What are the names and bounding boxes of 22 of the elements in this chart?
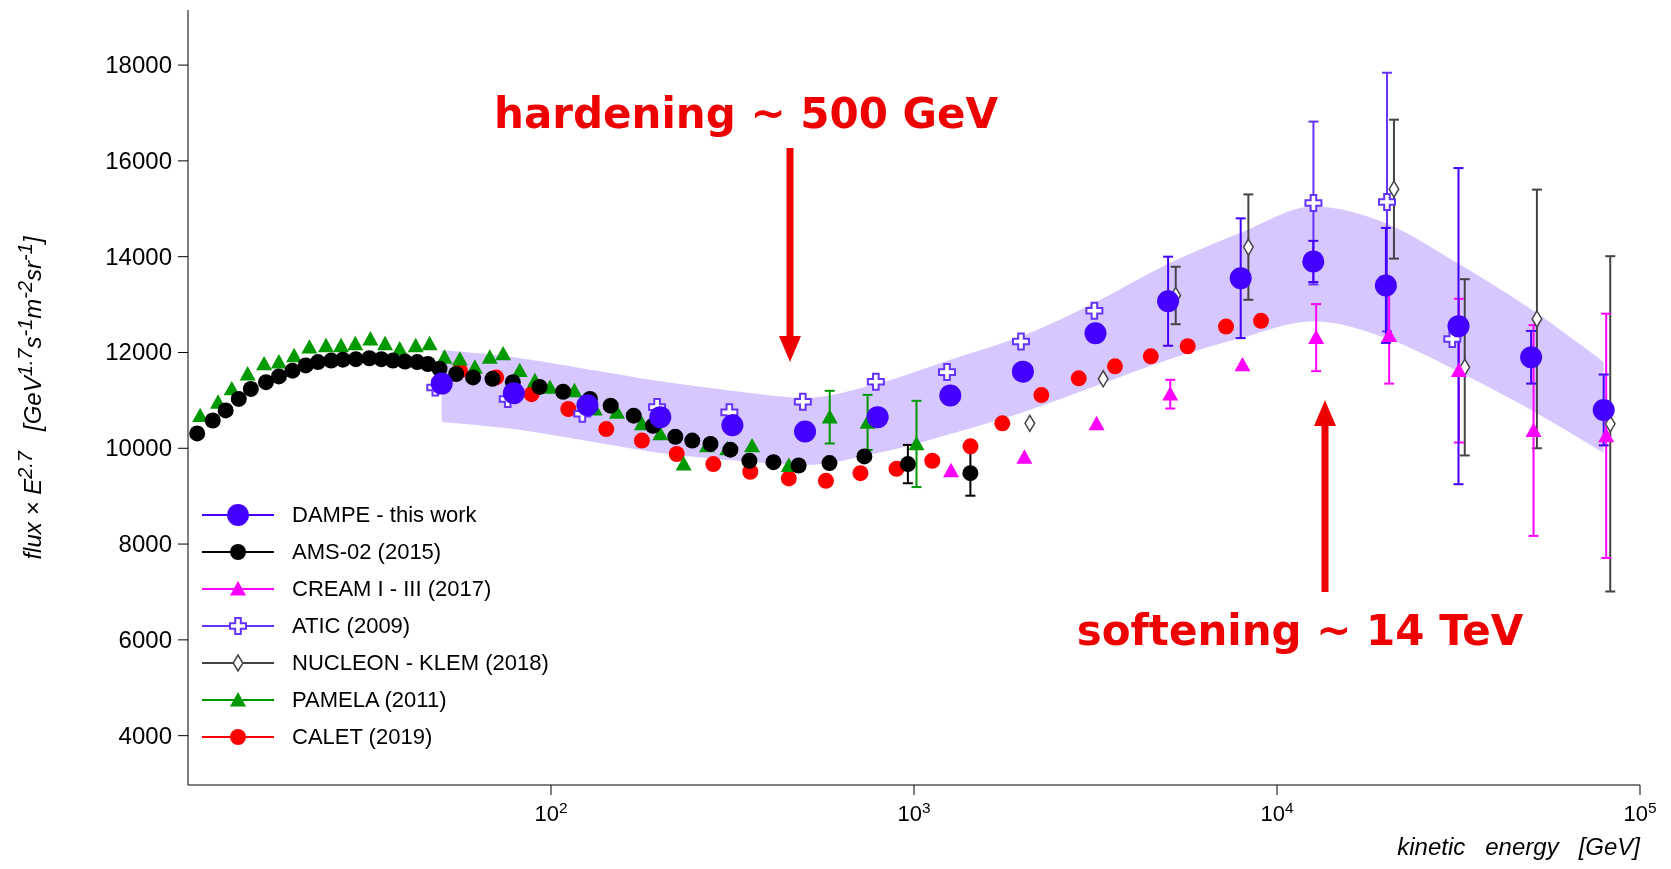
legend-label: CALET (2019)	[292, 723, 433, 750]
y-tick-label: 16000	[105, 146, 172, 174]
y-tick-label: 4000	[118, 721, 172, 749]
y-tick-label: 14000	[105, 242, 172, 270]
x-tick-label: 10$^{5}$	[1623, 798, 1657, 826]
annotation: hardening ~ 500 GeV	[494, 89, 999, 138]
legend-label: AMS-02 (2015)	[292, 538, 442, 565]
legend-label: NUCLEON - KLEM (2018)	[292, 649, 549, 676]
x-tick-label: 10$^{4}$	[1260, 798, 1294, 826]
x-tick-label: 10$^{2}$	[534, 798, 568, 826]
y-tick-label: 18000	[105, 51, 172, 79]
y-tick-label: 12000	[105, 338, 172, 366]
x-tick-label: 10$^{3}$	[897, 798, 931, 826]
y-tick-label: 6000	[118, 625, 172, 653]
y-tick-label: 8000	[118, 530, 172, 558]
legend-label: CREAM I - III (2017)	[292, 575, 492, 602]
legend-label: PAMELA (2011)	[292, 686, 447, 713]
legend-label: ATIC (2009)	[292, 612, 411, 639]
legend-label: DAMPE - this work	[292, 501, 477, 528]
y-tick-label: 10000	[105, 434, 172, 462]
annotation: softening ~ 14 TeV	[1076, 606, 1524, 655]
x-axis-title: kinetic energy [GeV]	[1397, 833, 1640, 861]
